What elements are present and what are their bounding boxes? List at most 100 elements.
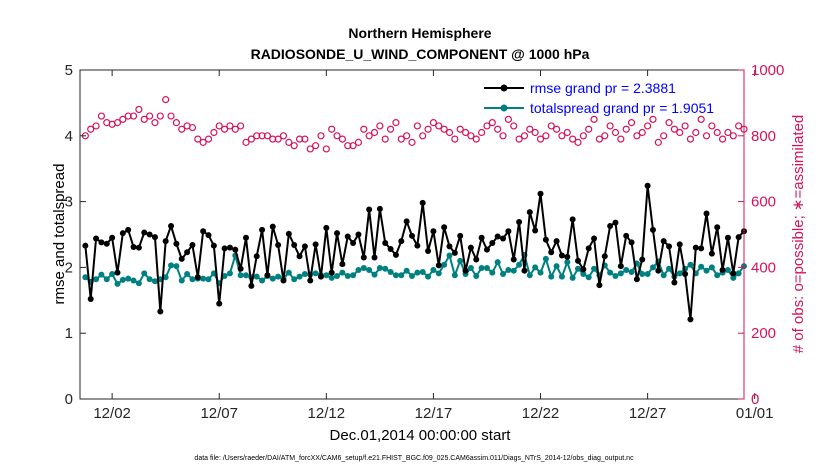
rmse-point (114, 269, 121, 276)
rmse-point (628, 239, 635, 246)
rmse-point (216, 300, 223, 307)
possible-obs-point (622, 125, 630, 133)
possible-obs-point (204, 135, 213, 143)
rmse-point (334, 230, 341, 237)
y-tick-label: 4 (65, 128, 73, 145)
possible-obs-point (247, 135, 255, 143)
rmse-point (580, 266, 587, 273)
possible-obs-point (504, 115, 512, 123)
y-tick-right-label: 600 (751, 194, 776, 211)
y-axis-left: 0 1 2 3 4 5 (65, 62, 86, 408)
rmse-point (478, 234, 485, 241)
totalspread-point (259, 277, 266, 284)
rmse-point (328, 269, 335, 276)
totalspread-point (226, 270, 233, 277)
rmse-point (601, 253, 608, 260)
rmse-point (119, 230, 126, 237)
possible-obs-point (220, 125, 229, 133)
rmse-point (564, 253, 571, 260)
rmse-point (103, 240, 110, 247)
rmse-point (510, 256, 517, 263)
possible-obs-point (563, 128, 571, 137)
possible-obs-point (199, 138, 207, 146)
totalspread-point (392, 272, 399, 279)
y-axis-right: 0 200 400 600 800 1000 (738, 62, 784, 408)
legend-rmse-label: rmse grand pr = 2.3881 (530, 80, 676, 96)
possible-obs-point (231, 125, 239, 133)
x-axis: 12/02 12/07 12/12 12/17 12/22 12/27 01/01 (93, 70, 773, 422)
totalspread-point (489, 269, 496, 276)
possible-obs-point (349, 142, 357, 150)
totalspread-point (350, 272, 357, 279)
possible-obs-point (676, 128, 684, 137)
chart-subtitle: RADIOSONDE_U_WIND_COMPONENT @ 1000 hPa (251, 46, 590, 62)
y-tick-right-label: 0 (751, 391, 759, 408)
totalspread-point (285, 269, 292, 276)
rmse-point (575, 257, 581, 264)
totalspread-point (735, 270, 742, 277)
rmse-point (173, 240, 180, 247)
totalspread-point (564, 259, 571, 266)
rmse-point (226, 244, 233, 251)
rmse-point (307, 277, 314, 284)
possible-obs-point (156, 112, 164, 120)
possible-obs-point (435, 122, 443, 130)
y-axis-label: rmse and totalspread (51, 164, 68, 305)
rmse-point (210, 242, 217, 249)
x-axis-label: Dec.01,2014 00:00:00 start (330, 427, 512, 444)
totalspread-point (205, 276, 212, 283)
possible-obs-point (370, 128, 379, 137)
totalspread-point (730, 274, 737, 281)
totalspread-point (291, 276, 298, 283)
possible-obs-point (681, 122, 689, 130)
x-tick-label: 12/17 (415, 405, 453, 422)
footnote: data file: /Users/raeder/DAI/ATM_forcXX/… (194, 455, 634, 462)
possible-obs-point (692, 128, 700, 137)
y-tick-right-label: 800 (751, 128, 776, 145)
totalspread-point (301, 270, 308, 277)
possible-obs-point (376, 122, 384, 130)
rmse-point (430, 228, 437, 235)
possible-obs-point (397, 135, 405, 143)
rmse-point (666, 243, 673, 250)
rmse-point (184, 249, 191, 256)
possible-obs-point (654, 138, 662, 146)
rmse-point (462, 267, 469, 274)
rmse-point (350, 240, 357, 247)
rmse-point (526, 209, 533, 216)
totalspread-point (473, 272, 480, 279)
possible-obs-point (611, 128, 620, 137)
legend-rmse-marker (500, 84, 508, 92)
possible-obs-point (686, 135, 695, 143)
possible-obs-point (119, 115, 127, 123)
totalspread-point (119, 276, 126, 283)
possible-obs-point (552, 125, 561, 133)
rmse-point (414, 242, 421, 249)
possible-obs-point (429, 119, 438, 127)
possible-obs-point (649, 115, 657, 123)
possible-obs-point (461, 128, 470, 137)
x-tick-label: 12/02 (93, 405, 131, 422)
totalspread-point (441, 261, 448, 268)
totalspread-point (312, 270, 319, 277)
rmse-point (708, 250, 715, 257)
totalspread-point (478, 265, 485, 272)
rmse-point (542, 236, 549, 243)
totalspread-point (409, 272, 415, 279)
rmse-point (553, 238, 560, 245)
totalspread-point (425, 273, 432, 280)
possible-obs-point (644, 122, 652, 130)
rmse-point (676, 241, 683, 248)
totalspread-point (580, 270, 587, 277)
possible-obs-point (660, 132, 668, 140)
possible-obs-point (520, 132, 529, 140)
rmse-point (189, 242, 196, 249)
possible-obs-point (263, 132, 272, 140)
totalspread-point (173, 263, 180, 270)
rmse-point (355, 231, 362, 238)
totalspread-point (269, 275, 276, 282)
possible-obs-point (472, 135, 480, 143)
rmse-point (714, 224, 721, 231)
totalspread-point (398, 272, 405, 279)
